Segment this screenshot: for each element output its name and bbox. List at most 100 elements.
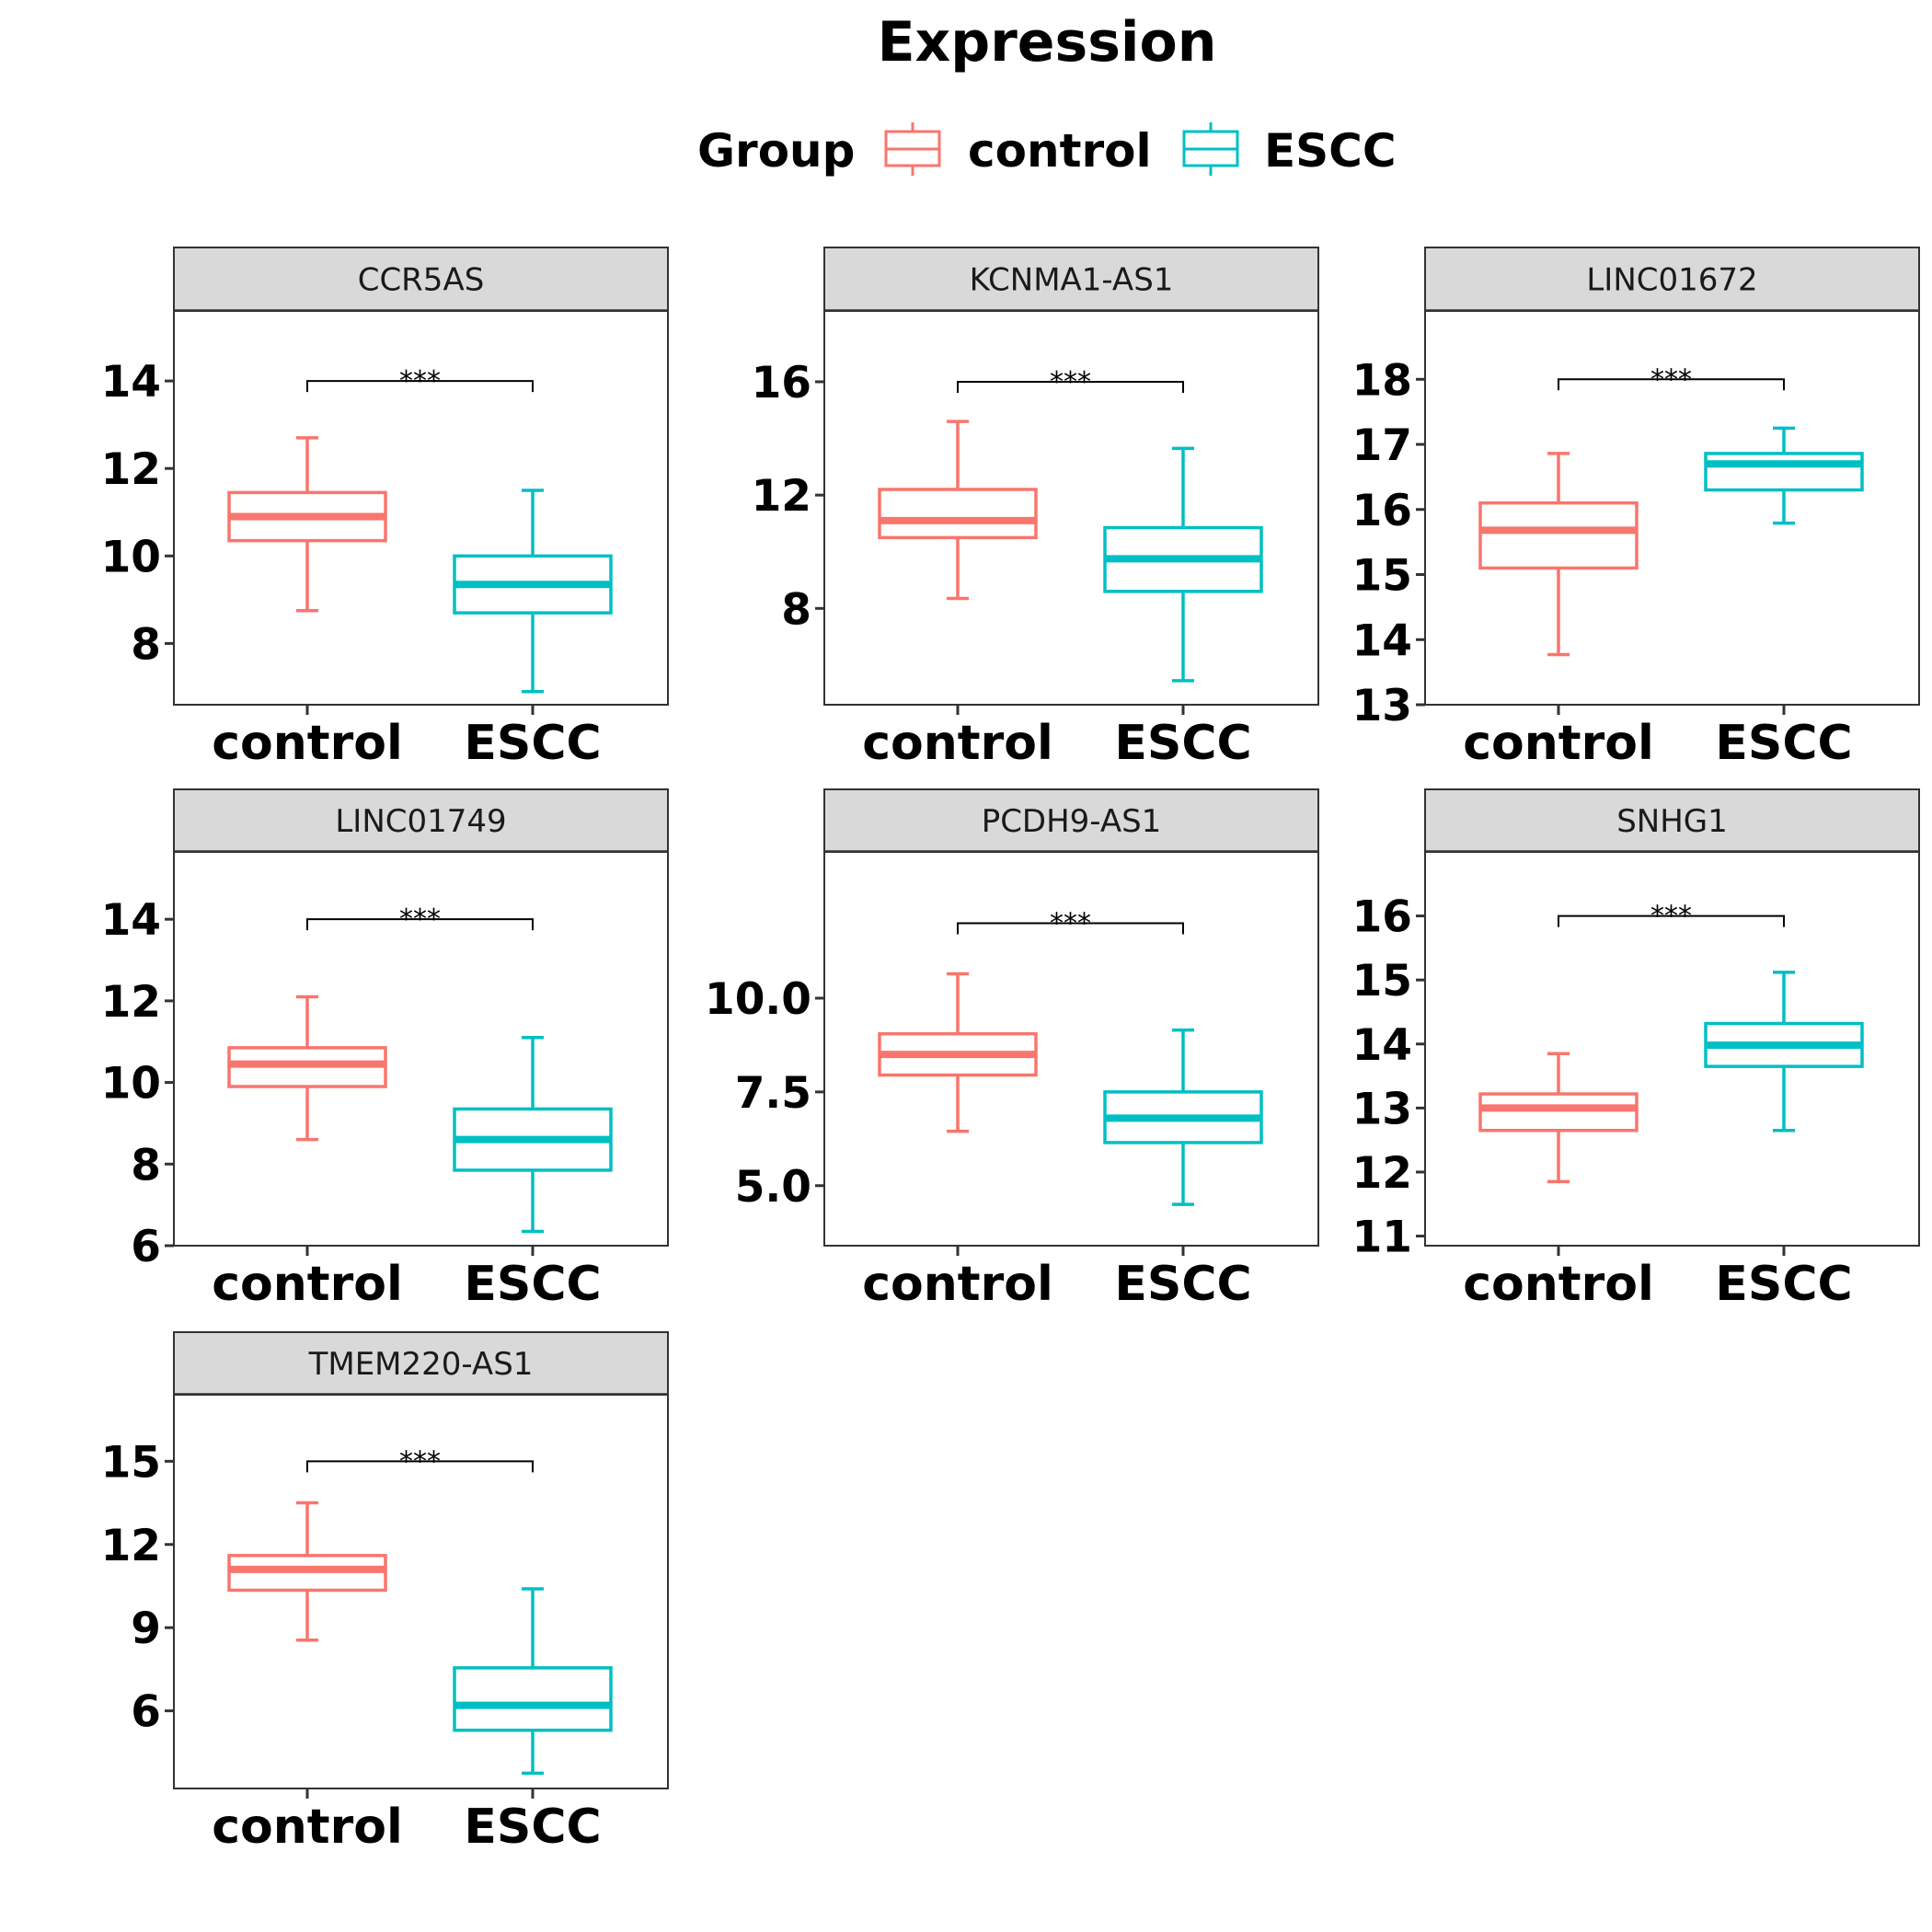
x-tick-label: ESCC: [464, 716, 601, 771]
strip-background: [173, 788, 669, 853]
legend: Group control ESCC: [697, 122, 1397, 178]
x-tick-label: control: [1463, 1257, 1654, 1312]
y-tick-label: 8: [131, 619, 161, 670]
x-tick-label: control: [212, 1800, 403, 1855]
x-tick-label: control: [862, 1257, 1053, 1312]
facet-panels: CCR5AS 8 10 12 14 control ESCC *** KCNMA1-AS1 8 12…: [101, 247, 1920, 1855]
x-tick-label: control: [212, 716, 403, 771]
y-tick-label: 7.5: [735, 1068, 811, 1119]
y-tick-label: 12: [1352, 1148, 1412, 1199]
significance-line: [1558, 914, 1785, 927]
significance-line: [306, 1460, 534, 1473]
strip-background: [173, 1331, 669, 1396]
legend-title: Group: [697, 124, 855, 178]
box-escc: [1103, 446, 1263, 683]
box-iqr: [878, 488, 1038, 540]
y-tick-label: 18: [1352, 355, 1412, 406]
y-tick-label: 8: [131, 1140, 161, 1190]
legend-key-control: [884, 122, 941, 176]
y-tick-label: 14: [101, 357, 161, 408]
significance-line: [306, 380, 534, 393]
box-control: [227, 995, 387, 1142]
y-tick-label: 16: [1352, 892, 1412, 943]
y-tick-label: 15: [101, 1437, 161, 1488]
panel-snhg1: SNHG1 11 12 13 14 15 16 control ESCC ***: [1352, 788, 1920, 1312]
y-tick-label: 12: [101, 1521, 161, 1571]
y-tick-label: 12: [101, 444, 161, 495]
x-tick-label: control: [1463, 716, 1654, 771]
significance-bracket: ***: [1558, 901, 1785, 933]
panel-tmem220-as1: TMEM220-AS1 6 9 12 15 control ESCC ***: [101, 1331, 669, 1855]
y-tick-label: 14: [1352, 615, 1412, 666]
significance-bracket: ***: [957, 907, 1184, 939]
significance-bracket: ***: [1558, 363, 1785, 396]
strip-label: LINC01749: [335, 803, 506, 840]
x-tick-label: ESCC: [1114, 1257, 1251, 1312]
x-tick-label: ESCC: [1715, 1257, 1852, 1312]
significance-label: ***: [1650, 901, 1692, 933]
strip-label: LINC01672: [1586, 262, 1757, 299]
y-tick-label: 14: [1352, 1020, 1412, 1071]
x-tick-label: control: [212, 1257, 403, 1312]
chart-title: Expression: [878, 10, 1217, 75]
significance-line: [1558, 378, 1785, 391]
box-escc: [453, 1036, 613, 1234]
legend-label: control: [968, 124, 1152, 178]
significance-bracket: ***: [306, 903, 534, 936]
y-tick-label: 16: [1352, 486, 1412, 536]
box-control: [878, 420, 1038, 601]
box-escc: [453, 489, 613, 694]
box-control: [1478, 1052, 1639, 1184]
legend-entry-escc: ESCC: [1182, 122, 1397, 178]
strip-label: SNHG1: [1616, 803, 1728, 840]
strip-label: PCDH9-AS1: [982, 803, 1162, 840]
box-control: [1478, 452, 1639, 657]
panel-linc01749: LINC01749 6 8 10 12 14 control ESCC ***: [101, 788, 669, 1312]
significance-label: ***: [1650, 363, 1692, 396]
legend-entries: control ESCC: [884, 122, 1397, 178]
panel-pcdh9-as1: PCDH9-AS1 5.0 7.5 10.0 control ESCC ***: [705, 788, 1319, 1312]
y-tick-label: 11: [1352, 1213, 1412, 1263]
significance-label: ***: [399, 1445, 441, 1478]
x-tick-label: ESCC: [1114, 716, 1251, 771]
y-tick-label: 13: [1352, 681, 1412, 731]
strip-label: CCR5AS: [358, 262, 485, 299]
y-tick-label: 6: [131, 1222, 161, 1272]
significance-label: ***: [1050, 907, 1091, 939]
x-tick-label: control: [862, 716, 1053, 771]
box-escc: [1704, 426, 1864, 525]
y-tick-label: 12: [752, 471, 811, 522]
box-escc: [453, 1587, 613, 1776]
x-tick-label: ESCC: [1715, 716, 1852, 771]
box-escc: [1704, 971, 1864, 1133]
strip-background: [173, 247, 669, 312]
strip-label: KCNMA1-AS1: [970, 262, 1174, 299]
significance-label: ***: [1050, 366, 1091, 398]
y-tick-label: 10: [101, 532, 161, 582]
box-control: [227, 436, 387, 613]
box-iqr: [453, 1666, 613, 1732]
panel-ccr5as: CCR5AS 8 10 12 14 control ESCC ***: [101, 247, 669, 771]
y-tick-label: 17: [1352, 420, 1412, 471]
y-tick-label: 6: [131, 1687, 161, 1738]
significance-line: [957, 922, 1184, 935]
legend-key-escc: [1182, 122, 1239, 176]
strip-label: TMEM220-AS1: [308, 1346, 534, 1383]
y-tick-label: 13: [1352, 1084, 1412, 1134]
box-escc: [1103, 1028, 1263, 1206]
significance-bracket: ***: [957, 366, 1184, 398]
box-iqr: [1478, 500, 1639, 570]
box-control: [878, 972, 1038, 1133]
y-tick-label: 14: [101, 895, 161, 946]
y-tick-label: 15: [1352, 956, 1412, 1006]
y-tick-label: 16: [752, 358, 811, 408]
strip-background: [823, 788, 1319, 853]
significance-label: ***: [399, 365, 441, 397]
legend-label: ESCC: [1264, 124, 1397, 178]
significance-bracket: ***: [306, 1445, 534, 1478]
legend-entry-control: control: [884, 122, 1152, 178]
y-tick-label: 10.0: [705, 974, 811, 1025]
significance-bracket: ***: [306, 365, 534, 397]
x-tick-label: ESCC: [464, 1257, 601, 1312]
